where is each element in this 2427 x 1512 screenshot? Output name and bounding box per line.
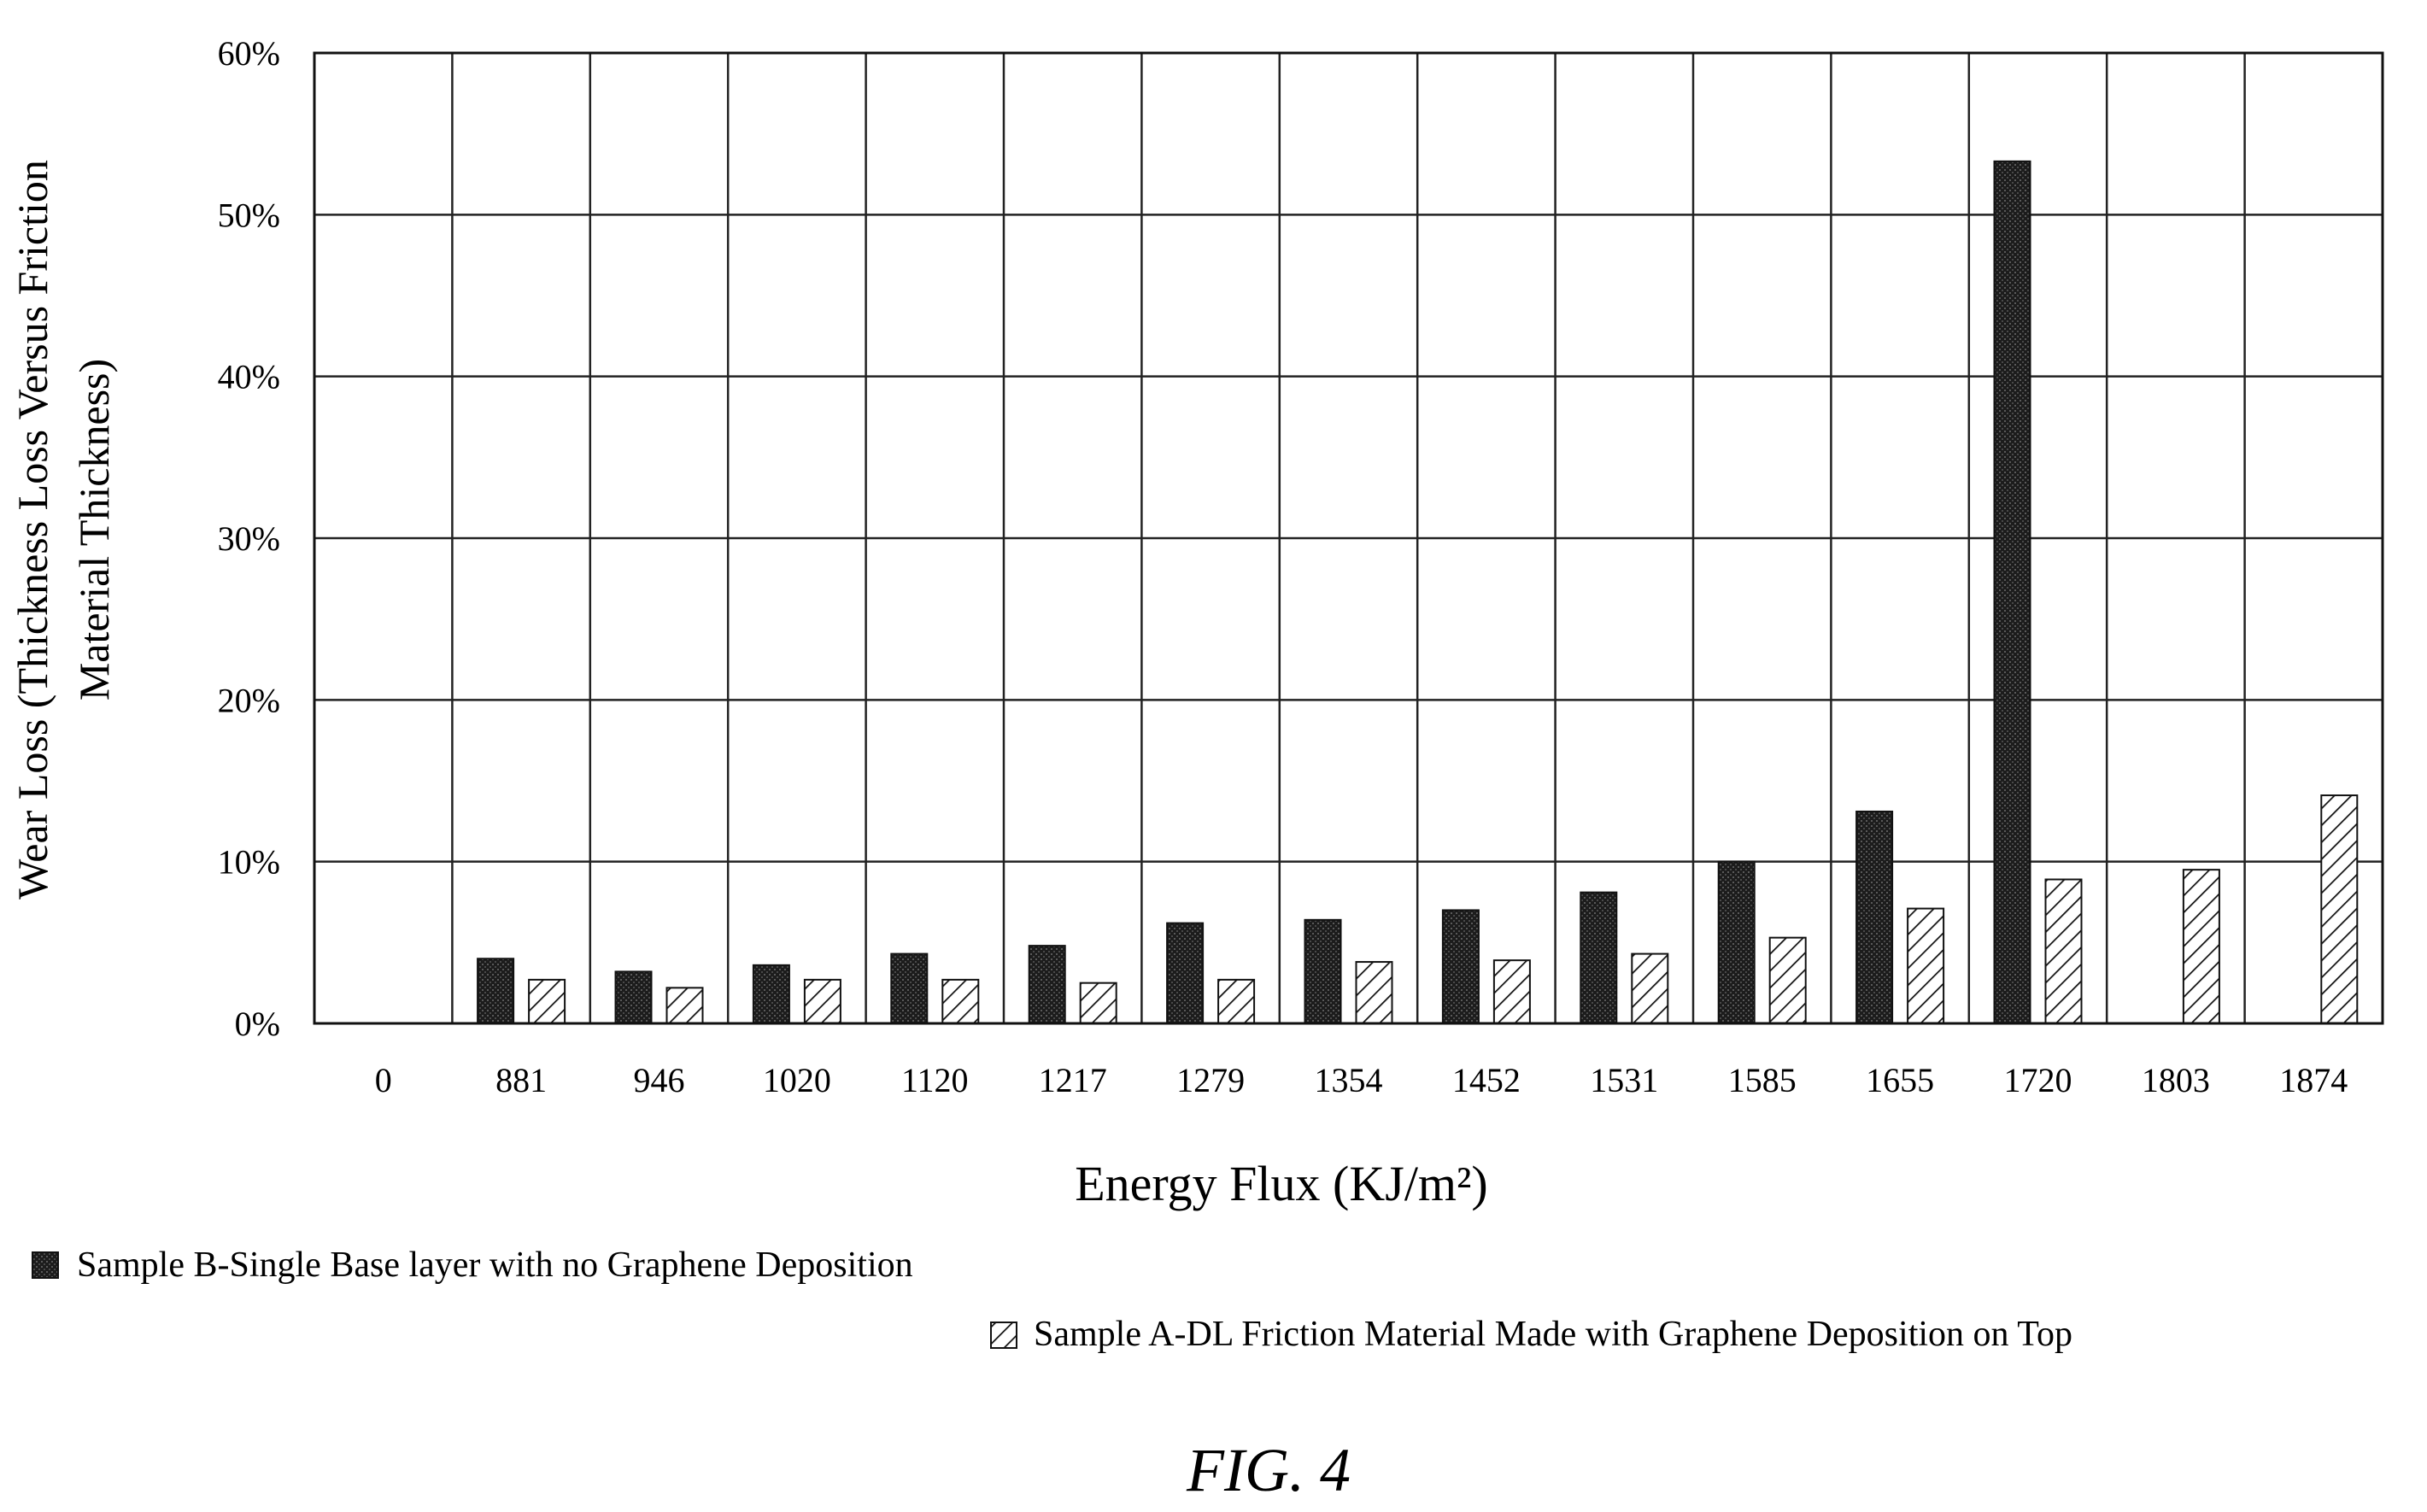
bar-series-1-1655	[1855, 810, 1894, 1024]
bar-series-1-1585	[1717, 860, 1756, 1025]
x-tick-label: 0	[375, 1061, 392, 1099]
bar-series-2-1874	[2320, 794, 2359, 1024]
bar-series-2-1217	[1079, 982, 1117, 1024]
bar-series-2-1020	[803, 978, 841, 1025]
x-tick-label: 1279	[1176, 1061, 1245, 1099]
legend-item-series-1: Sample B-Single Base layer with no Graph…	[32, 1245, 913, 1285]
bar-series-1-1531	[1580, 891, 1618, 1025]
y-tick-label: 0%	[235, 1005, 280, 1043]
x-tick-label: 1585	[1728, 1061, 1797, 1099]
y-axis-label: Wear Loss (Thickness Loss Versus Frictio…	[9, 160, 118, 900]
bar-series-2-1120	[941, 978, 980, 1025]
bar-series-2-1655	[1907, 907, 1945, 1025]
bar-series-1-1217	[1028, 945, 1066, 1024]
y-axis-label-line-2: Material Thickness)	[70, 359, 118, 700]
bar-series-1-946	[614, 970, 653, 1024]
legend-swatch-series-2	[990, 1322, 1017, 1349]
bar-series-1-881	[477, 958, 515, 1025]
bar-series-2-1803	[2182, 869, 2220, 1025]
bar-series-2-946	[665, 987, 704, 1025]
bar-series-1-1452	[1441, 909, 1480, 1025]
y-tick-label: 20%	[218, 681, 280, 719]
bar-series-2-1354	[1355, 961, 1393, 1025]
x-tick-label: 1655	[1866, 1061, 1934, 1099]
legend-label-series-2: Sample A-DL Friction Material Made with …	[1034, 1315, 2072, 1354]
legend: Sample B-Single Base layer with no Graph…	[32, 1245, 2072, 1354]
bar-series-2-881	[528, 978, 566, 1025]
figure-label: FIG. 4	[1186, 1436, 1351, 1504]
bars	[477, 160, 2359, 1025]
axes: 0% 10% 20% 30% 40% 50% 60% 0 881 946 1020 1120 1217 1…	[218, 34, 2384, 1099]
x-tick-label: 1803	[2142, 1061, 2210, 1099]
y-tick-label: 50%	[218, 196, 280, 234]
y-tick-label: 40%	[218, 358, 280, 396]
bar-series-1-1279	[1166, 922, 1205, 1024]
x-tick-label: 1874	[2279, 1061, 2348, 1099]
y-tick-label: 10%	[218, 843, 280, 882]
bar-series-2-1531	[1631, 952, 1669, 1024]
x-tick-label: 1020	[763, 1061, 831, 1099]
y-tick-label: 30%	[218, 519, 280, 558]
legend-swatch-series-1	[32, 1251, 59, 1279]
bar-series-1-1720	[1993, 160, 2031, 1024]
bar-series-2-1279	[1217, 978, 1256, 1025]
y-axis-label-line-1: Wear Loss (Thickness Loss Versus Frictio…	[9, 160, 56, 900]
y-tick-label: 60%	[218, 34, 280, 73]
bar-series-2-1585	[1768, 936, 1807, 1024]
bar-series-1-1354	[1304, 918, 1342, 1024]
x-tick-label: 1120	[901, 1061, 969, 1099]
x-tick-label: 1217	[1039, 1061, 1107, 1099]
grid	[313, 51, 2384, 1025]
plot-frame	[313, 51, 2384, 1025]
legend-label-series-1: Sample B-Single Base layer with no Graph…	[77, 1245, 913, 1285]
x-tick-label: 1354	[1315, 1061, 1383, 1099]
bar-series-1-1020	[752, 964, 790, 1024]
x-axis-label: Energy Flux (KJ/m²)	[1075, 1156, 1488, 1211]
legend-item-series-2: Sample A-DL Friction Material Made with …	[990, 1315, 2072, 1354]
bar-series-2-1452	[1492, 959, 1531, 1025]
bar-series-1-1120	[890, 952, 929, 1024]
bar-series-2-1720	[2044, 878, 2083, 1024]
x-tick-label: 1452	[1452, 1061, 1521, 1099]
x-tick-label: 1720	[2004, 1061, 2072, 1099]
x-tick-label: 1531	[1590, 1061, 1658, 1099]
x-tick-label: 881	[495, 1061, 547, 1099]
x-tick-label: 946	[634, 1061, 685, 1099]
